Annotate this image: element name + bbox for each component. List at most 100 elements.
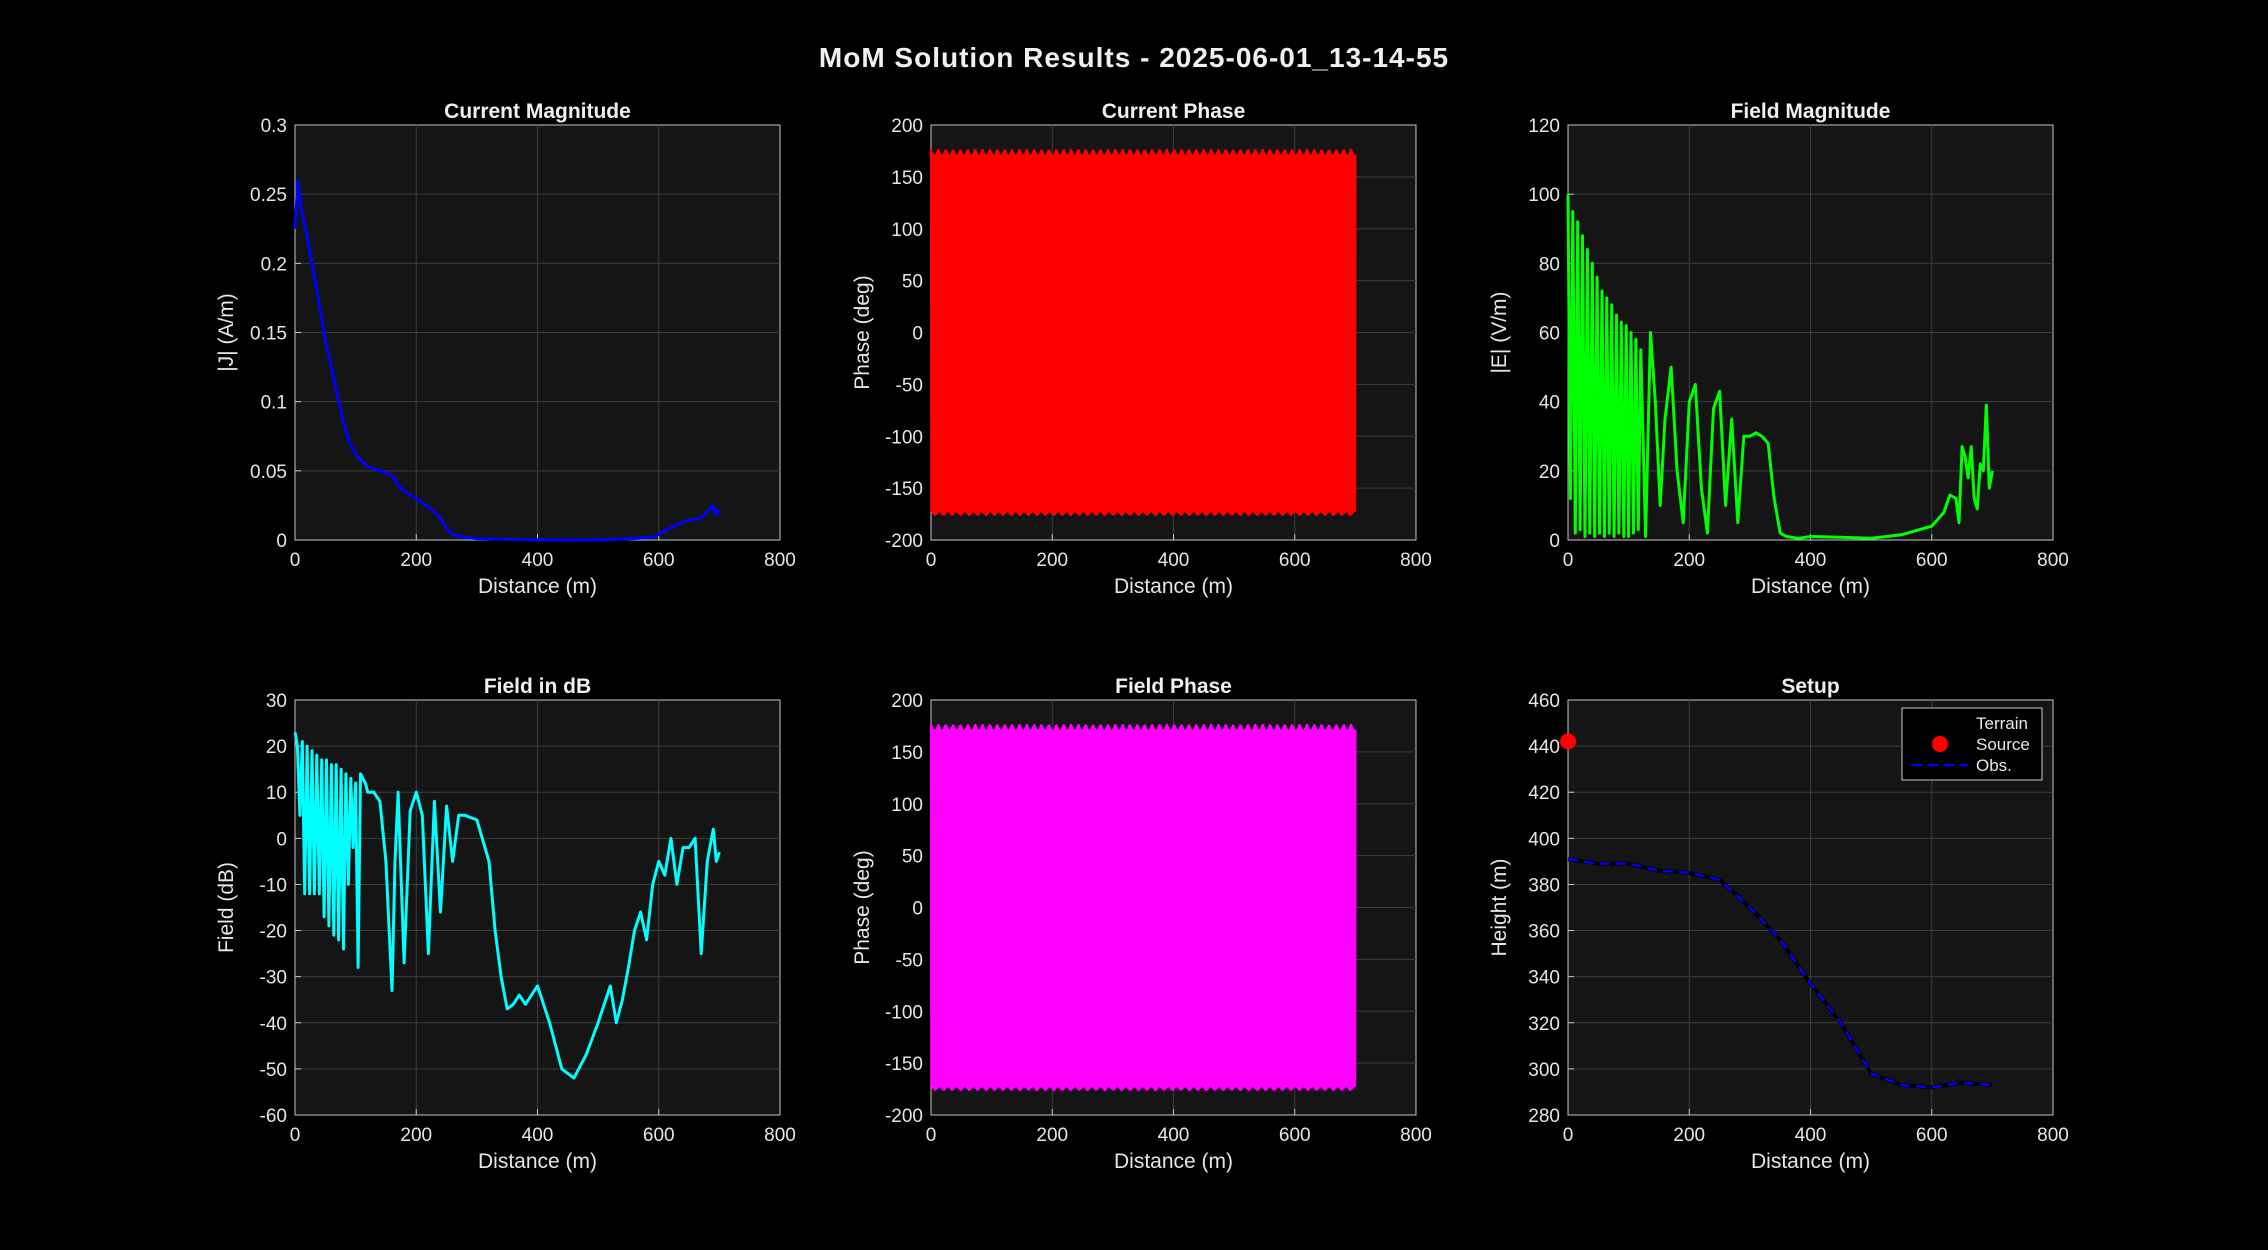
- x-tick-label: 200: [1673, 550, 1705, 571]
- subplot-3: 0 200 400 600 800 0 20 40 60 80 100 120 Field Magnit…: [1488, 100, 2069, 598]
- x-tick-label: 200: [400, 550, 432, 571]
- y-tick-label: -40: [260, 1014, 287, 1035]
- subplot-title: Current Phase: [1102, 100, 1246, 123]
- series-line: [293, 178, 721, 542]
- y-tick-label: 200: [891, 116, 923, 137]
- y-tick-label: 100: [891, 795, 923, 816]
- y-tick-label: 0: [1549, 531, 1560, 552]
- y-tick-label: -150: [885, 479, 923, 500]
- y-tick-label: 420: [1528, 783, 1560, 804]
- y-axis-label: |J| (A/m): [215, 293, 238, 372]
- subplot-1: 0 200 400 600 800 0 0.05 0.1 0.15 0.2 0.25 0.3 Curre…: [215, 100, 796, 598]
- x-tick-label: 400: [522, 1125, 554, 1146]
- y-tick-label: -150: [885, 1054, 923, 1075]
- x-tick-label: 600: [643, 550, 675, 571]
- subplot-6: 0 200 400 600 800 280 300 320 340 360 380 400 420 440…: [1488, 675, 2069, 1173]
- y-tick-label: 340: [1528, 968, 1560, 989]
- series-line: [929, 723, 1357, 1092]
- y-tick-label: 50: [902, 272, 923, 293]
- subplot-4: 0 200 400 600 800 -60 -50 -40 -30 -20 -10 0 10 20 30 Fi…: [215, 675, 796, 1173]
- x-tick-label: 200: [1036, 1125, 1068, 1146]
- subplot-title: Field Phase: [1115, 675, 1232, 698]
- y-axis-label: Phase (deg): [851, 275, 874, 389]
- subplot-2: 0 200 400 600 800 -200 -150 -100 -50 0 50 100 150 200…: [851, 100, 1432, 598]
- y-axis-label: Field (dB): [215, 862, 238, 953]
- x-tick-label: 600: [1279, 1125, 1311, 1146]
- x-axis-label: Distance (m): [478, 1150, 597, 1173]
- x-tick-label: 800: [1400, 1125, 1432, 1146]
- y-tick-label: 380: [1528, 875, 1560, 896]
- x-tick-label: 800: [764, 1125, 796, 1146]
- x-axis-label: Distance (m): [1751, 1150, 1870, 1173]
- x-tick-label: 400: [522, 550, 554, 571]
- series-line: [293, 732, 721, 1080]
- y-tick-label: 150: [891, 168, 923, 189]
- series-obs: [1567, 857, 1993, 1089]
- figure-title: MoM Solution Results - 2025-06-01_13-14-…: [818, 42, 1450, 73]
- y-tick-label: 120: [1528, 116, 1560, 137]
- y-tick-label: 60: [1539, 324, 1560, 345]
- x-tick-label: 0: [926, 550, 937, 571]
- x-axis-label: Distance (m): [1114, 1150, 1233, 1173]
- subplot-5: 0 200 400 600 800 -200 -150 -100 -50 0 50 100 150 200…: [851, 675, 1432, 1173]
- y-tick-label: 0.05: [250, 462, 287, 483]
- x-tick-label: 600: [1916, 550, 1948, 571]
- x-tick-label: 0: [1563, 1125, 1574, 1146]
- x-tick-label: 200: [1036, 550, 1068, 571]
- y-tick-label: 0.2: [261, 254, 287, 275]
- x-tick-label: 0: [1563, 550, 1574, 571]
- y-axis-label: Height (m): [1488, 858, 1511, 956]
- legend: Terrain Source Obs.: [1901, 707, 2043, 781]
- x-tick-label: 400: [1158, 1125, 1190, 1146]
- y-axis-label: Phase (deg): [851, 850, 874, 964]
- y-tick-label: 0.3: [261, 116, 287, 137]
- y-tick-label: 0: [276, 531, 287, 552]
- x-tick-label: 400: [1158, 550, 1190, 571]
- y-tick-label: -200: [885, 531, 923, 552]
- legend-label: Terrain: [1976, 714, 2028, 733]
- y-tick-label: 200: [891, 691, 923, 712]
- y-axis-label: |E| (V/m): [1488, 291, 1511, 373]
- y-tick-label: 30: [266, 691, 287, 712]
- y-tick-label: 440: [1528, 737, 1560, 758]
- subplot-title: Setup: [1781, 675, 1839, 698]
- y-tick-label: -20: [260, 922, 287, 943]
- x-tick-label: 200: [400, 1125, 432, 1146]
- x-tick-label: 800: [2037, 550, 2069, 571]
- y-tick-label: 40: [1539, 393, 1560, 414]
- x-tick-label: 0: [290, 1125, 301, 1146]
- y-tick-label: 20: [1539, 462, 1560, 483]
- series-line: [1566, 194, 1994, 540]
- x-tick-label: 600: [1279, 550, 1311, 571]
- x-tick-label: 400: [1795, 550, 1827, 571]
- y-tick-label: -50: [260, 1060, 287, 1081]
- y-tick-label: 280: [1528, 1106, 1560, 1127]
- y-tick-label: 0.25: [250, 185, 287, 206]
- x-tick-label: 600: [643, 1125, 675, 1146]
- x-tick-label: 800: [2037, 1125, 2069, 1146]
- y-tick-label: -10: [260, 875, 287, 896]
- y-tick-label: 100: [1528, 185, 1560, 206]
- y-tick-label: 320: [1528, 1014, 1560, 1035]
- series-line: [929, 148, 1357, 517]
- subplot-title: Current Magnitude: [444, 100, 631, 123]
- y-tick-label: 0: [276, 829, 287, 850]
- x-axis-label: Distance (m): [1751, 575, 1870, 598]
- y-tick-label: -60: [260, 1106, 287, 1127]
- y-tick-label: 400: [1528, 829, 1560, 850]
- subplot-title: Field in dB: [484, 675, 591, 698]
- x-tick-label: 600: [1916, 1125, 1948, 1146]
- y-tick-label: 0.1: [261, 393, 287, 414]
- y-tick-label: 0: [912, 899, 923, 920]
- x-axis-label: Distance (m): [1114, 575, 1233, 598]
- y-tick-label: -50: [896, 950, 923, 971]
- y-tick-label: 300: [1528, 1060, 1560, 1081]
- y-tick-label: -200: [885, 1106, 923, 1127]
- y-tick-label: -100: [885, 427, 923, 448]
- legend-label: Source: [1976, 735, 2030, 754]
- source-marker: [1560, 733, 1576, 750]
- y-tick-label: 460: [1528, 691, 1560, 712]
- y-tick-label: 80: [1539, 254, 1560, 275]
- x-tick-label: 800: [1400, 550, 1432, 571]
